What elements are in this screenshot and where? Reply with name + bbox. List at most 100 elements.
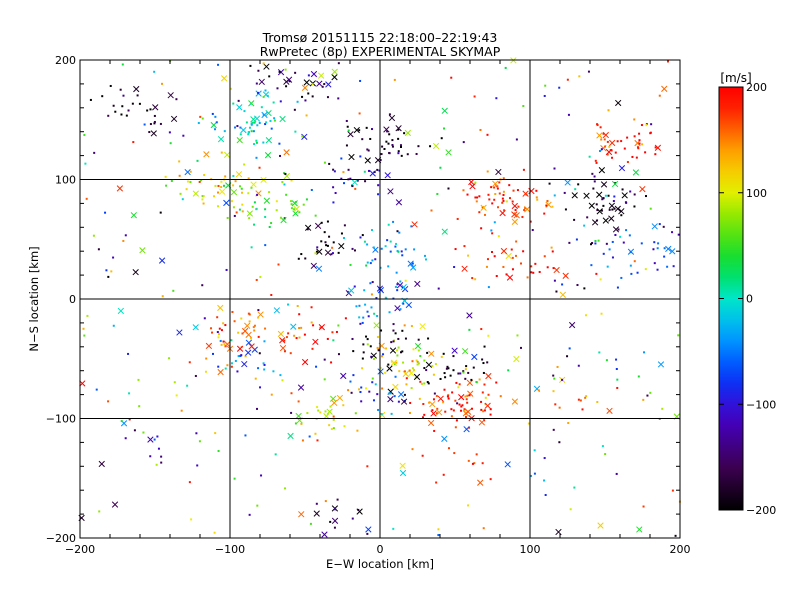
- data-point: [433, 392, 436, 395]
- data-point: [241, 191, 244, 194]
- data-point: [603, 138, 606, 141]
- data-point: [354, 412, 357, 415]
- data-point: [405, 383, 408, 386]
- data-point: [511, 256, 514, 259]
- data-point: [376, 346, 379, 349]
- data-point: [329, 405, 332, 408]
- data-point: [159, 211, 162, 214]
- data-point: [347, 129, 350, 132]
- colorbar-tick-label: 200: [746, 81, 767, 94]
- data-point: [360, 386, 363, 389]
- data-point: [483, 383, 486, 386]
- data-point: [516, 334, 519, 337]
- data-point: [376, 314, 379, 317]
- data-point: [256, 124, 259, 127]
- data-point-x: [612, 226, 620, 233]
- data-point: [236, 370, 239, 373]
- data-point-x: [467, 390, 474, 397]
- data-point: [600, 209, 603, 212]
- data-point: [533, 472, 536, 475]
- data-point-x: [632, 169, 640, 176]
- data-point: [385, 347, 388, 350]
- data-point: [467, 459, 470, 462]
- data-point-x: [383, 126, 390, 133]
- data-point: [220, 151, 223, 154]
- data-point: [601, 198, 604, 201]
- data-point: [333, 170, 336, 173]
- data-point-x: [340, 372, 347, 380]
- data-point: [626, 161, 629, 164]
- data-point: [303, 333, 306, 336]
- data-point: [535, 189, 538, 192]
- data-point: [380, 355, 383, 358]
- data-point: [566, 78, 569, 81]
- data-point-x: [394, 305, 401, 312]
- data-point: [366, 261, 369, 264]
- data-point: [399, 351, 402, 354]
- data-point-x: [223, 151, 231, 158]
- data-point: [232, 184, 235, 187]
- data-point-x: [571, 192, 578, 199]
- data-point-x: [402, 370, 409, 378]
- data-point: [205, 357, 208, 360]
- data-point-x: [250, 116, 257, 123]
- data-point: [390, 341, 393, 344]
- data-point: [359, 322, 362, 325]
- data-point-x: [324, 249, 332, 256]
- data-point: [493, 221, 496, 224]
- data-point-x: [298, 511, 305, 518]
- data-point: [188, 361, 191, 364]
- data-point: [389, 250, 392, 253]
- data-point: [496, 187, 499, 190]
- data-point: [365, 126, 368, 129]
- data-point: [558, 86, 561, 89]
- data-point: [508, 197, 511, 200]
- data-point: [629, 264, 632, 267]
- data-point: [201, 195, 204, 198]
- data-point: [466, 401, 469, 404]
- data-point: [510, 248, 513, 251]
- data-point: [239, 354, 242, 357]
- data-point: [258, 121, 261, 124]
- data-point-x: [338, 242, 345, 250]
- data-point-x: [432, 142, 440, 150]
- data-point: [121, 63, 124, 66]
- data-point-x: [388, 114, 396, 122]
- data-point: [244, 355, 247, 358]
- data-point: [463, 408, 466, 411]
- data-point: [481, 391, 484, 394]
- data-point: [248, 320, 251, 323]
- data-point: [379, 159, 382, 162]
- data-point-x: [258, 78, 265, 86]
- data-point: [450, 76, 453, 79]
- data-point: [186, 180, 189, 183]
- data-point: [403, 393, 406, 396]
- data-point: [447, 447, 450, 450]
- data-point: [231, 310, 234, 313]
- data-point: [422, 403, 425, 406]
- data-point: [480, 408, 483, 411]
- data-point: [376, 393, 379, 396]
- data-point-x: [428, 350, 435, 357]
- chart-subtitle: RwPretec (8p) EXPERIMENTAL SKYMAP: [260, 44, 501, 59]
- data-point: [629, 190, 632, 193]
- data-point: [372, 246, 375, 249]
- data-point: [229, 87, 232, 90]
- data-point: [295, 337, 298, 340]
- data-point: [275, 200, 278, 203]
- data-point: [596, 209, 599, 212]
- data-point-x: [240, 126, 247, 134]
- data-point: [423, 413, 426, 416]
- data-point: [366, 532, 369, 535]
- data-point: [615, 358, 618, 361]
- data-point: [190, 518, 193, 521]
- data-point: [259, 275, 262, 278]
- data-point: [408, 411, 411, 414]
- colorbar-label: [m/s]: [720, 71, 751, 85]
- data-point: [296, 305, 299, 308]
- data-point: [392, 329, 395, 332]
- data-point: [89, 98, 92, 101]
- data-point: [326, 337, 329, 340]
- data-point: [446, 365, 449, 368]
